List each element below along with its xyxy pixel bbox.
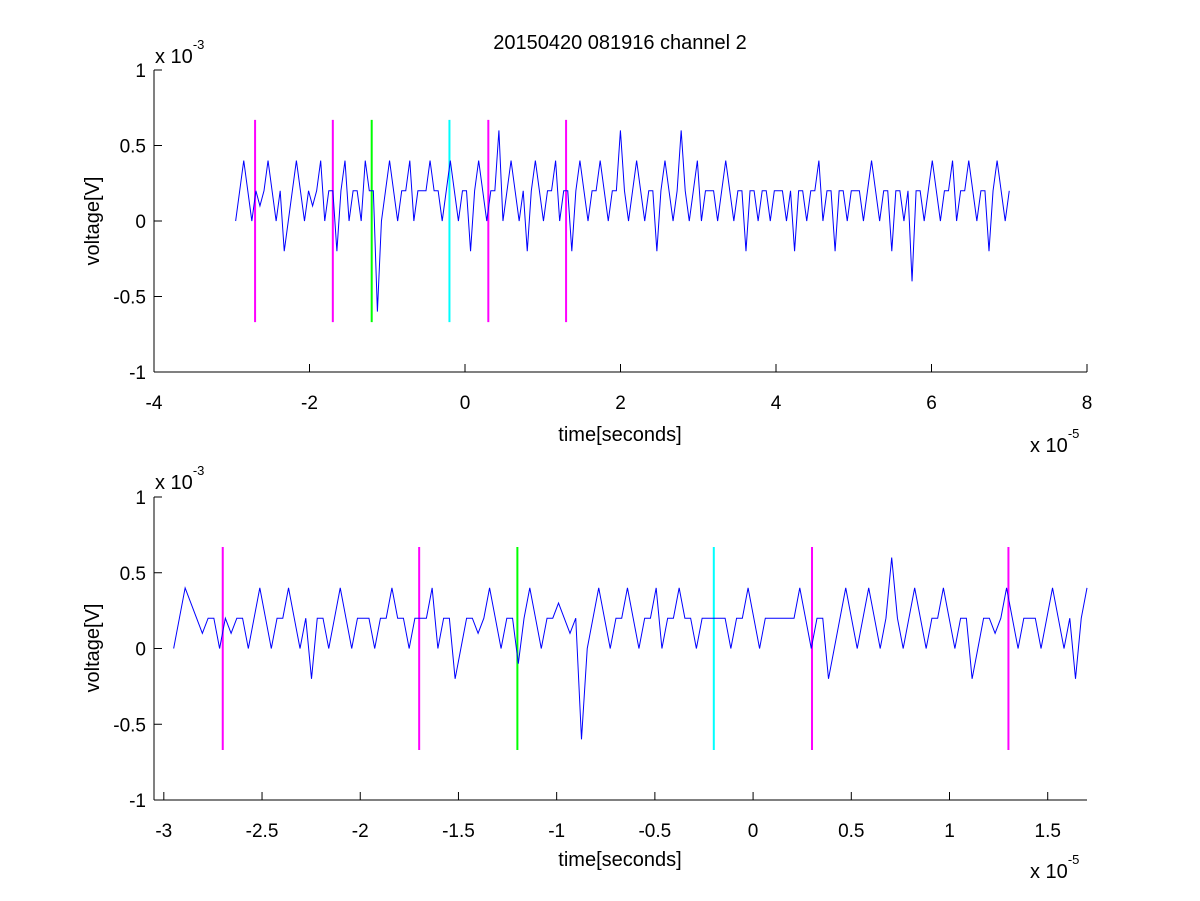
- top-x-tick-label-5: 4: [771, 393, 782, 414]
- top-x-tick-label-4: 2: [615, 393, 626, 414]
- top-x-tick-label-7: 8: [1082, 393, 1093, 414]
- top-panel: -4 -2 0 2 4 6 8 -1 -0.5 0 0.5 1 time[seconds] volt…: [82, 37, 1092, 457]
- bottom-axes-layer: [153, 496, 1087, 801]
- top-y-tick-label-4: 0.5: [120, 137, 146, 158]
- bottom-signal-layer: [173, 557, 1088, 740]
- top-x-tick-labels: -4 -2 0 2 4 6 8: [146, 393, 1093, 414]
- top-x-tick-label-1: -4: [146, 393, 163, 414]
- bottom-y-tick-label-4: 0.5: [120, 564, 146, 585]
- bottom-x-tick-label-1: -3: [155, 821, 172, 842]
- bottom-y-tick-label-3: 0: [135, 640, 146, 661]
- bottom-signal-line: [173, 557, 1088, 740]
- bottom-x-tick-label-9: 1: [944, 821, 955, 842]
- top-y-tick-label-1: -1: [129, 363, 146, 384]
- bottom-y-tick-label-1: -1: [129, 791, 146, 812]
- bottom-y-tick-labels: -1 -0.5 0 0.5 1: [113, 488, 146, 812]
- top-signal-layer: [235, 130, 1010, 312]
- top-signal-line: [235, 130, 1010, 312]
- bottom-x-tick-label-6: -0.5: [638, 821, 671, 842]
- top-x-axis-label: time[seconds]: [558, 424, 681, 446]
- bottom-x-tick-label-10: 1.5: [1035, 821, 1061, 842]
- bottom-x-tick-label-7: 0: [748, 821, 759, 842]
- bottom-y-tick-label-2: -0.5: [113, 715, 146, 736]
- chart-title: 20150420 081916 channel 2: [493, 32, 747, 54]
- top-x-tick-label-6: 6: [926, 393, 937, 414]
- bottom-y-axis-label: voltage[V]: [82, 604, 104, 693]
- top-x-tick-label-3: 0: [460, 393, 471, 414]
- top-y-tick-label-3: 0: [135, 212, 146, 233]
- bottom-y-exponent: x 10-3: [155, 463, 204, 494]
- bottom-x-tick-label-8: 0.5: [838, 821, 864, 842]
- bottom-x-tick-label-4: -1.5: [442, 821, 475, 842]
- bottom-x-tick-label-3: -2: [352, 821, 369, 842]
- top-y-axis-label: voltage[V]: [82, 177, 104, 266]
- top-y-exponent: x 10-3: [155, 37, 204, 68]
- bottom-x-tick-labels: -3 -2.5 -2 -1.5 -1 -0.5 0 0.5 1 1.5: [155, 821, 1061, 842]
- top-x-exponent: x 10-5: [1030, 426, 1079, 457]
- top-y-tick-label-5: 1: [135, 61, 146, 82]
- top-x-tick-label-2: -2: [301, 393, 318, 414]
- bottom-panel: -3 -2.5 -2 -1.5 -1 -0.5 0 0.5 1 1.5 -1 -0.5 0 0.5 1 t…: [82, 463, 1088, 883]
- bottom-x-exponent: x 10-5: [1030, 852, 1079, 883]
- bottom-x-axis-label: time[seconds]: [558, 849, 681, 871]
- top-y-tick-labels: -1 -0.5 0 0.5 1: [113, 61, 146, 384]
- bottom-x-tick-label-5: -1: [548, 821, 565, 842]
- top-axes-layer: [153, 69, 1088, 373]
- top-y-tick-label-2: -0.5: [113, 288, 146, 309]
- bottom-y-tick-label-5: 1: [135, 488, 146, 509]
- top-markers-layer: [254, 119, 568, 323]
- bottom-markers-layer: [221, 546, 1010, 751]
- bottom-x-tick-label-2: -2.5: [246, 821, 279, 842]
